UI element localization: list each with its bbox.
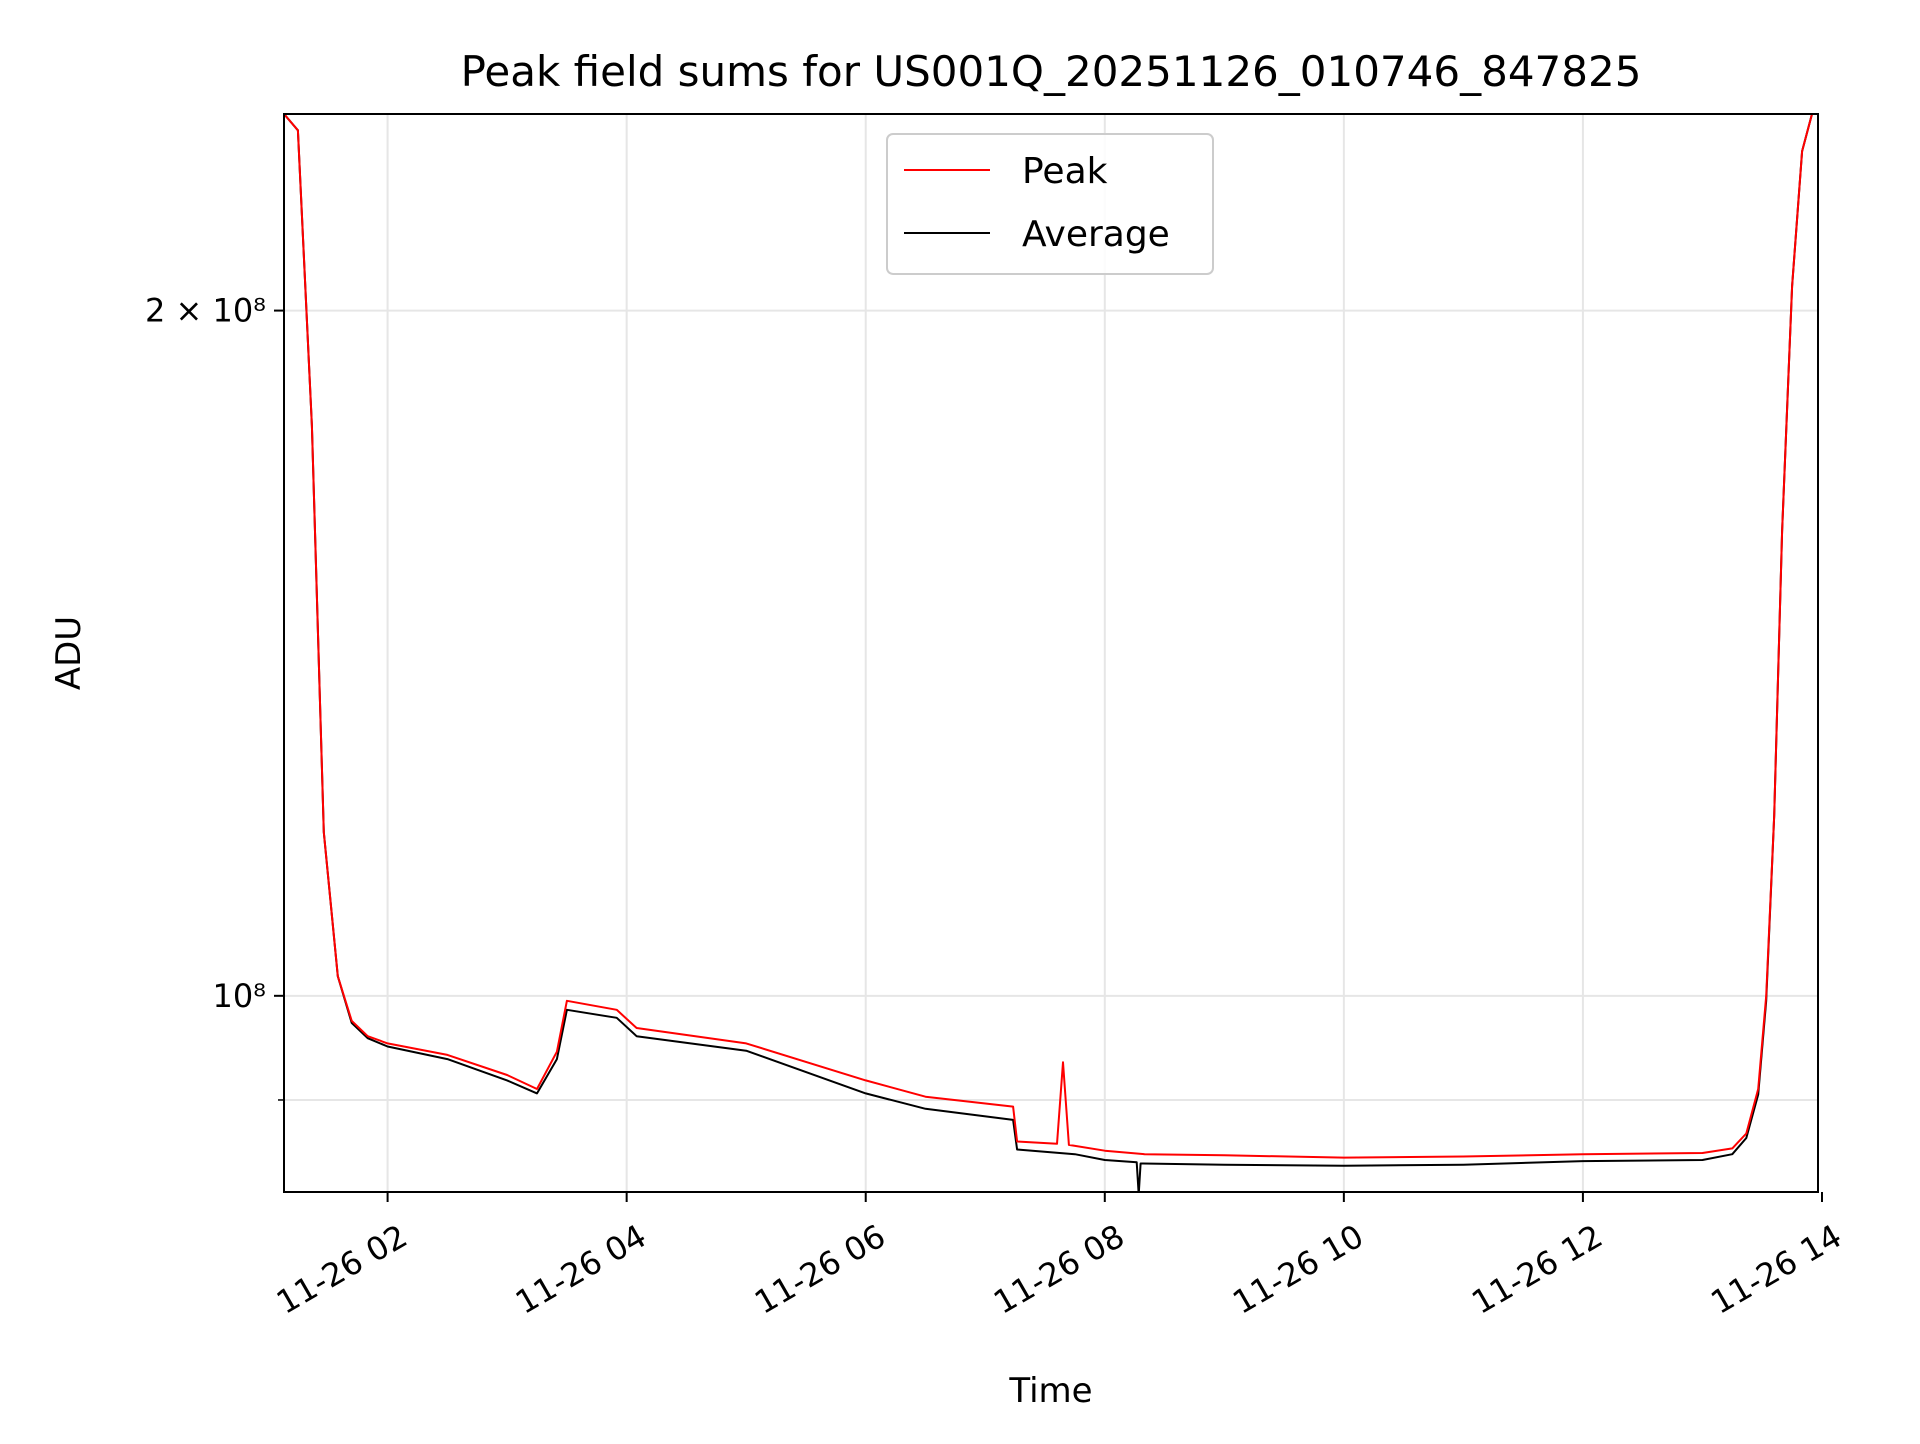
legend-label-average: Average xyxy=(1022,214,1170,255)
grid xyxy=(284,114,1818,1192)
series-lines xyxy=(284,114,1818,1192)
plot-frame xyxy=(283,113,1819,1193)
y-axis-label: ADU xyxy=(49,616,89,690)
y-tick-label: 2 × 10⁸ xyxy=(145,292,266,330)
series-line-peak xyxy=(284,114,1818,1159)
legend: Peak Average xyxy=(886,133,1214,275)
x-axis-label: Time xyxy=(1008,1371,1092,1411)
legend-label-peak: Peak xyxy=(1022,151,1108,192)
chart-title: Peak field sums for US001Q_20251126_0107… xyxy=(461,47,1642,96)
y-tick-label: 10⁸ xyxy=(212,977,266,1015)
